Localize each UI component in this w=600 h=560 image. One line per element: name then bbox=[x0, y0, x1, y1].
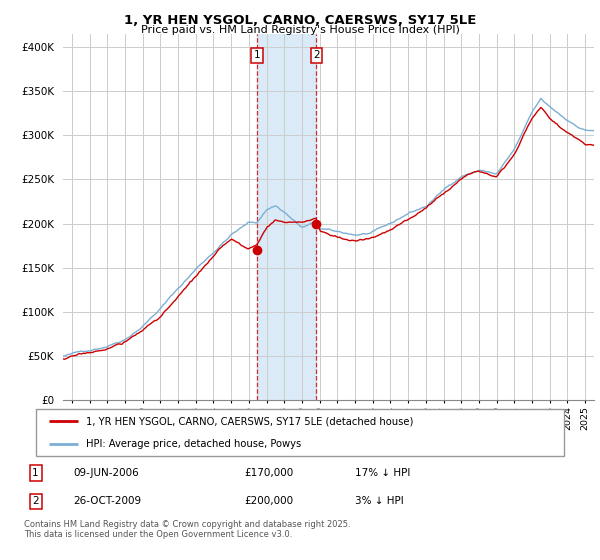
Text: 1, YR HEN YSGOL, CARNO, CAERSWS, SY17 5LE: 1, YR HEN YSGOL, CARNO, CAERSWS, SY17 5L… bbox=[124, 14, 476, 27]
Text: 26-OCT-2009: 26-OCT-2009 bbox=[74, 496, 142, 506]
Text: 2: 2 bbox=[32, 496, 39, 506]
Text: HPI: Average price, detached house, Powys: HPI: Average price, detached house, Powy… bbox=[86, 439, 301, 449]
Text: 09-JUN-2006: 09-JUN-2006 bbox=[74, 468, 139, 478]
Text: Price paid vs. HM Land Registry's House Price Index (HPI): Price paid vs. HM Land Registry's House … bbox=[140, 25, 460, 35]
Text: 3% ↓ HPI: 3% ↓ HPI bbox=[355, 496, 404, 506]
Text: 2: 2 bbox=[313, 50, 320, 60]
Text: Contains HM Land Registry data © Crown copyright and database right 2025.
This d: Contains HM Land Registry data © Crown c… bbox=[24, 520, 350, 539]
Text: 1: 1 bbox=[32, 468, 39, 478]
Text: 17% ↓ HPI: 17% ↓ HPI bbox=[355, 468, 410, 478]
Bar bbox=[257, 34, 316, 400]
Text: 1, YR HEN YSGOL, CARNO, CAERSWS, SY17 5LE (detached house): 1, YR HEN YSGOL, CARNO, CAERSWS, SY17 5L… bbox=[86, 416, 413, 426]
Text: £170,000: £170,000 bbox=[245, 468, 294, 478]
Text: 1: 1 bbox=[253, 50, 260, 60]
FancyBboxPatch shape bbox=[36, 409, 564, 456]
Text: £200,000: £200,000 bbox=[245, 496, 294, 506]
